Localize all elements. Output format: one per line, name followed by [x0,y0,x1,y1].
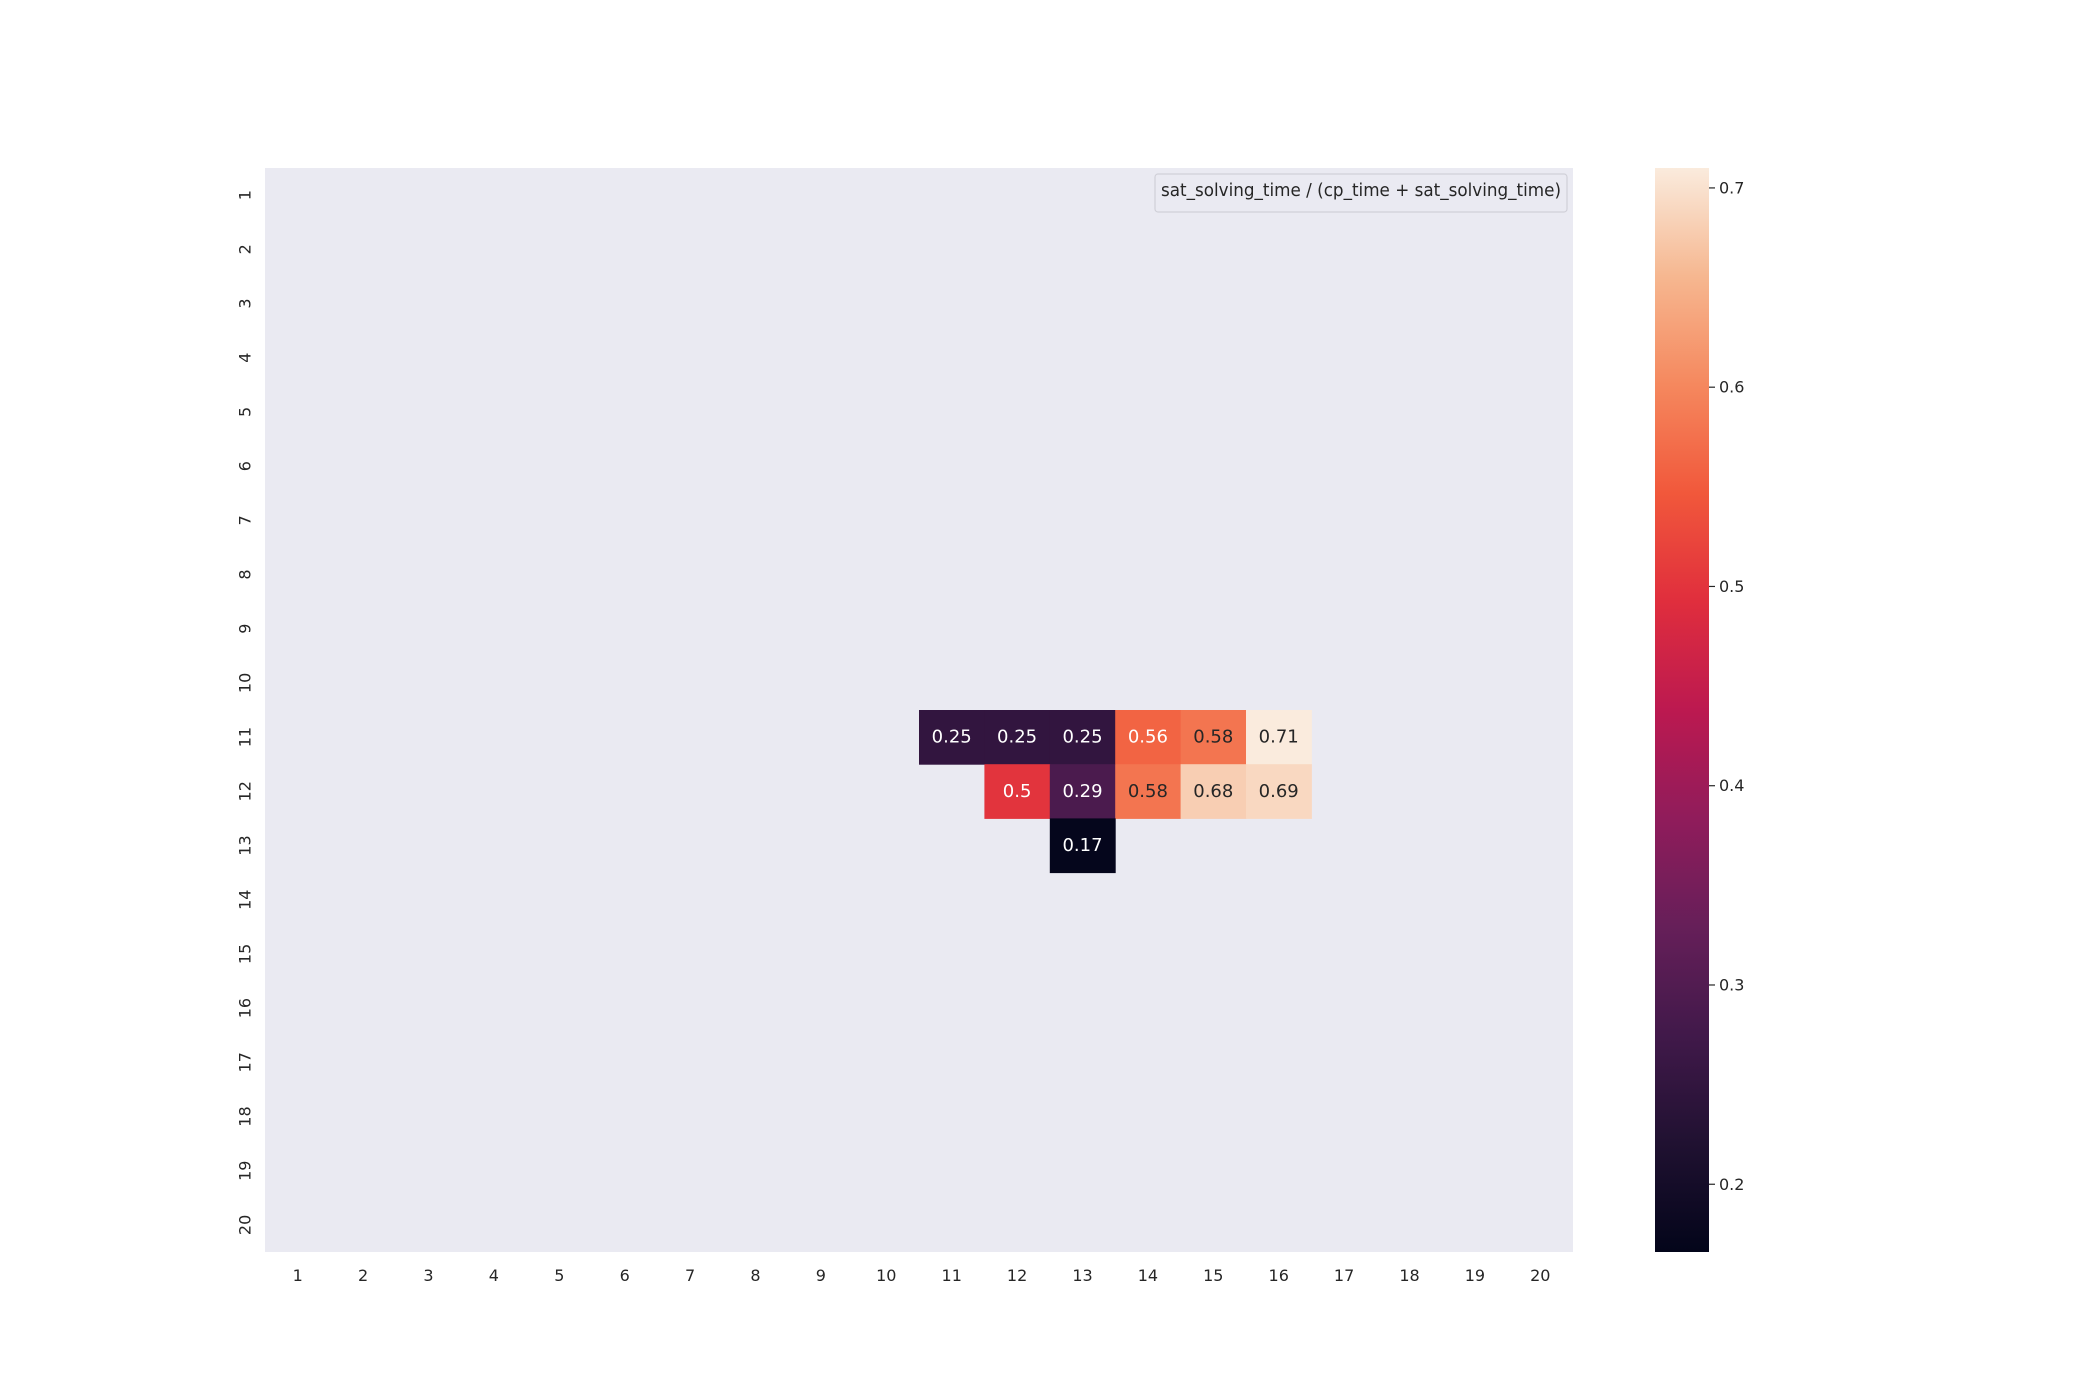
x-tick-label: 3 [423,1266,433,1285]
heatmap-cell [1049,818,1116,874]
y-tick-label: 5 [236,407,255,417]
x-tick-label: 15 [1203,1266,1223,1285]
heatmap-cell [1049,764,1116,819]
x-tick-label: 13 [1072,1266,1092,1285]
y-tick-label: 12 [236,781,255,801]
y-tick-label: 15 [236,944,255,964]
x-tick-label: 6 [620,1266,630,1285]
colorbar-tick-label: 0.6 [1719,378,1744,397]
x-axis: 1 2 3 4 5 6 7 8 9 10 11 12 13 14 15 16 17 18 19 20 [293,1266,1551,1285]
cell-label: 0.58 [1128,781,1168,802]
colorbar-ticks: 0.2 0.3 0.4 0.5 0.6 0.7 [1709,178,1744,1194]
y-tick-label: 3 [236,298,255,308]
heatmap-cell [919,710,985,765]
y-tick-label: 16 [236,998,255,1018]
y-tick-label: 14 [236,890,255,910]
x-tick-label: 14 [1138,1266,1158,1285]
x-tick-label: 4 [489,1266,499,1285]
y-tick-label: 19 [236,1161,255,1181]
x-tick-label: 7 [685,1266,695,1285]
x-tick-label: 10 [876,1266,896,1285]
y-tick-label: 2 [236,244,255,254]
cell-label: 0.58 [1193,727,1233,748]
x-tick-label: 8 [750,1266,760,1285]
x-tick-label: 1 [293,1266,303,1285]
colorbar-tick-label: 0.3 [1719,975,1744,994]
x-tick-label: 17 [1334,1266,1354,1285]
y-tick-label: 1 [236,190,255,200]
cell-label: 0.25 [997,727,1037,748]
y-tick-label: 11 [236,727,255,747]
cell-label: 0.25 [932,727,972,748]
colorbar-gradient [1655,168,1709,1252]
legend: sat_solving_time / (cp_time + sat_solvin… [1154,173,1568,213]
colorbar-tick-label: 0.4 [1719,776,1744,795]
cell-label: 0.17 [1062,835,1102,856]
y-tick-label: 10 [236,673,255,693]
x-tick-label: 20 [1530,1266,1550,1285]
x-tick-label: 12 [1007,1266,1027,1285]
x-tick-label: 2 [358,1266,368,1285]
heatmap-cell [984,764,1051,819]
cell-label: 0.25 [1062,727,1102,748]
heatmap-cell [1115,764,1182,819]
heatmap-cell [1115,710,1182,765]
cell-label: 0.29 [1062,781,1102,802]
x-tick-label: 18 [1399,1266,1419,1285]
cell-label: 0.5 [1003,781,1032,802]
y-tick-label: 8 [236,569,255,579]
x-tick-label: 19 [1465,1266,1485,1285]
x-tick-label: 9 [816,1266,826,1285]
heatmap-cells: 0.25 0.25 0.25 0.56 0.58 0.71 0.5 0.29 0.58 0.68 0… [919,710,1312,874]
x-tick-label: 16 [1269,1266,1289,1285]
heatmap-cell [1180,710,1247,765]
cell-label: 0.69 [1259,781,1299,802]
y-tick-label: 18 [236,1106,255,1126]
heatmap-cell [1246,764,1312,819]
colorbar-tick-label: 0.5 [1719,577,1744,596]
heatmap-cell [984,710,1051,765]
colorbar: 0.2 0.3 0.4 0.5 0.6 0.7 [1655,168,1744,1252]
cell-label: 0.56 [1128,727,1168,748]
heatmap-cell [1246,710,1312,765]
y-tick-label: 4 [236,353,255,363]
cell-label: 0.68 [1193,781,1233,802]
x-tick-label: 5 [554,1266,564,1285]
y-tick-label: 20 [236,1215,255,1235]
y-tick-label: 6 [236,461,255,471]
x-tick-label: 11 [942,1266,962,1285]
legend-box [1154,173,1568,213]
heatmap-cell [1180,764,1247,819]
colorbar-tick-label: 0.2 [1719,1175,1744,1194]
y-tick-label: 13 [236,835,255,855]
heatmap-cell [1049,710,1116,765]
colorbar-tick-label: 0.7 [1719,178,1744,197]
y-tick-label: 17 [236,1052,255,1072]
legend-label: sat_solving_time / (cp_time + sat_solvin… [1161,180,1561,201]
cell-label: 0.71 [1259,727,1299,748]
y-tick-label: 7 [236,515,255,525]
y-tick-label: 9 [236,624,255,634]
